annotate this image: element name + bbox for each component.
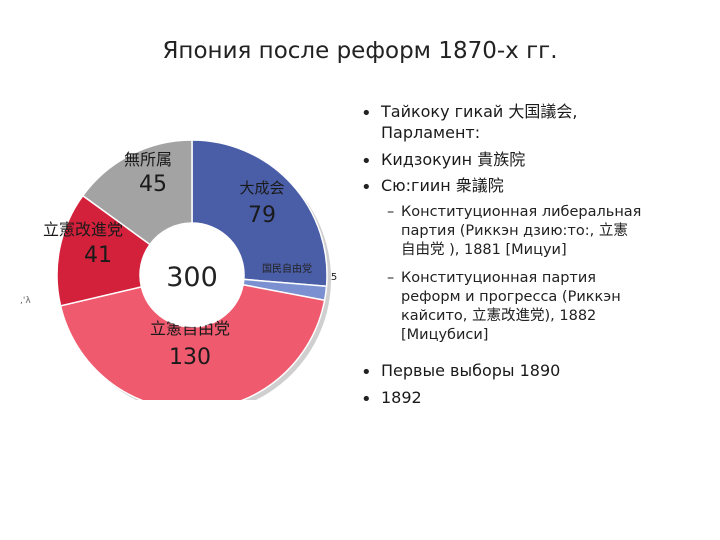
bullet-kizokuin: Кидзокуин 貴族院 <box>355 150 705 173</box>
bullet-parliament-line1: Тайкоку гикай 大国議会, <box>381 102 578 121</box>
slice-value-0: 79 <box>248 203 276 228</box>
slice-label-0: 大成会 <box>239 179 284 197</box>
sub-liberal-party: Конституционная либеральная партия (Рикк… <box>355 203 705 260</box>
bullet-1892: 1892 <box>355 388 705 411</box>
total-seats-label: 300 <box>166 262 218 293</box>
slice-value-1: 5 <box>331 272 337 283</box>
slice-label-4: 無所属 <box>124 150 172 169</box>
sub-progressive-party: Конституционная партия реформ и прогресс… <box>355 269 705 346</box>
sub-liberal-line2: партия (Риккэн дзию:то:, 立憲 <box>401 223 628 240</box>
sub-liberal-line1: Конституционная либеральная <box>401 204 642 221</box>
bullet-list: Тайкоку гикай 大国議会, Парламент: Кидзокуин… <box>355 102 705 415</box>
slide-title: Япония после реформ 1870-х гг. <box>162 38 558 64</box>
seat-donut-chart: 大成会 79 国民自由党 5 立憲自由党 130 立憲改進党 41 無所属 45 300 <box>0 100 350 400</box>
bullet-parliament: Тайкоку гикай 大国議会, Парламент: <box>355 102 705 144</box>
sub-progressive-line3: кайсито, 立憲改進党), 1882 <box>401 307 597 324</box>
sub-progressive-line2: реформ и прогресса (Риккэн <box>401 288 621 305</box>
bullet-parliament-line2: Парламент: <box>381 122 481 142</box>
slice-label-1: 国民自由党 <box>262 262 312 275</box>
sub-progressive-line4: [Мицубиси] <box>401 326 489 343</box>
stray-mark: ,'λ <box>20 296 31 306</box>
slice-value-2: 130 <box>169 345 211 370</box>
bullet-first-elections: Первые выборы 1890 <box>355 361 705 384</box>
sub-liberal-line3: 自由党 ), 1881 [Мицуи] <box>401 242 567 259</box>
slice-value-3: 41 <box>84 243 112 268</box>
slice-label-3: 立憲改進党 <box>43 220 123 239</box>
bullet-shugiin: Сю:гиин 衆議院 <box>355 176 705 199</box>
donut-hole <box>140 223 244 327</box>
sub-progressive-line1: Конституционная партия <box>401 269 597 286</box>
slice-value-4: 45 <box>139 172 167 197</box>
